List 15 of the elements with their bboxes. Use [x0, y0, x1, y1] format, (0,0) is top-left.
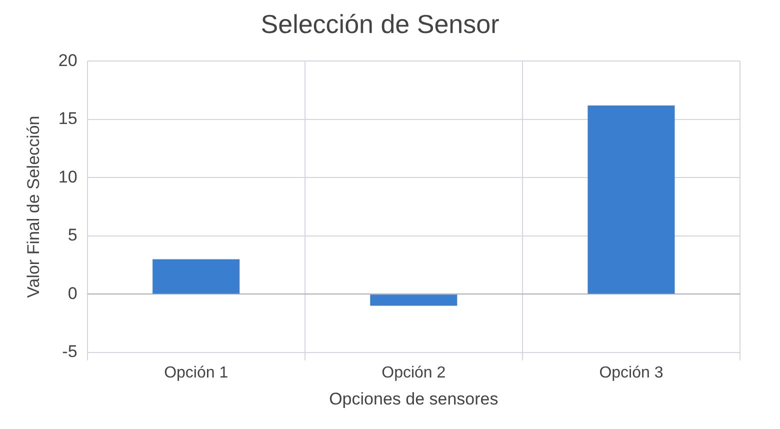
y-axis-title: Valor Final de Selección: [24, 116, 43, 298]
y-tick-label: 10: [58, 167, 78, 186]
y-tick-label: 15: [58, 109, 78, 128]
y-tick-label: 20: [58, 50, 78, 70]
bar: [588, 105, 675, 294]
bar: [370, 294, 458, 306]
x-tick-label: Opción 2: [382, 364, 446, 382]
chart-title: Selección de Sensor: [260, 8, 500, 39]
y-tick-label: -5: [62, 342, 78, 362]
y-tick-label: 5: [68, 226, 78, 245]
x-axis-title: Opciones de sensores: [329, 389, 498, 408]
bar: [152, 259, 240, 294]
y-tick-label: 0: [68, 284, 78, 303]
x-tick-label: Opción 1: [164, 364, 228, 382]
x-tick-label: Opción 3: [599, 364, 664, 382]
